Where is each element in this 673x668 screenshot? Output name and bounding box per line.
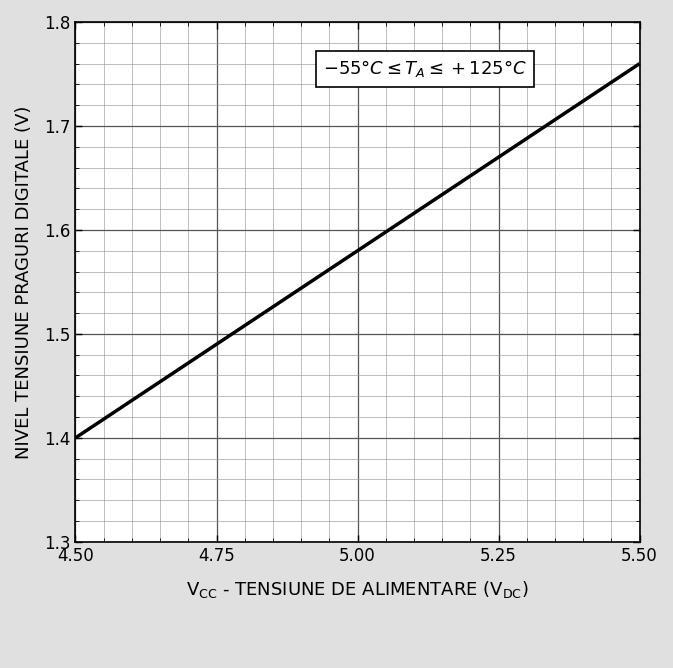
Y-axis label: NIVEL TENSIUNE PRAGURI DIGITALE (V): NIVEL TENSIUNE PRAGURI DIGITALE (V) [15,106,33,459]
Text: $-55°C \leq T_A \leq +125°C$: $-55°C \leq T_A \leq +125°C$ [323,58,527,79]
X-axis label: V$_{\mathregular{CC}}$ - TENSIUNE DE ALIMENTARE (V$_{\mathregular{DC}}$): V$_{\mathregular{CC}}$ - TENSIUNE DE ALI… [186,578,529,600]
